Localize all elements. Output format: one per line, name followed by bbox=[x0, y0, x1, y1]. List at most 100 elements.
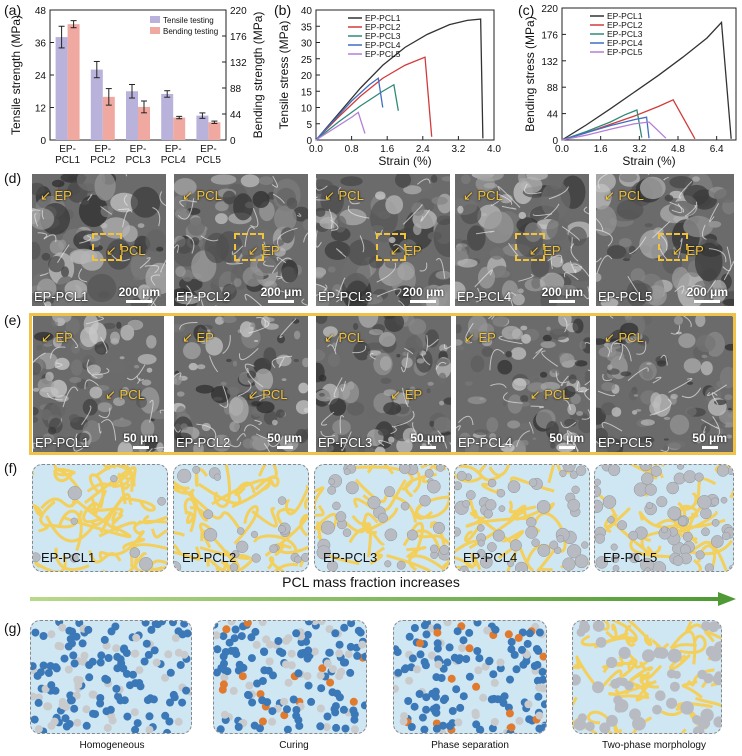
legend-label: Tensile testing bbox=[163, 16, 214, 25]
x-tick-label: EP- bbox=[165, 144, 182, 155]
phase-label: ↙ PCL bbox=[105, 242, 146, 258]
legend-label: EP-PCL2 bbox=[607, 20, 643, 30]
sem-texture bbox=[456, 316, 590, 452]
process-caption: Phase separation bbox=[431, 740, 509, 751]
legend-label: EP-PCL1 bbox=[365, 13, 401, 23]
x-tick-label: EP- bbox=[59, 144, 76, 155]
x-tick-label: 3.2 bbox=[632, 144, 646, 155]
bar-bending bbox=[67, 24, 80, 141]
scale-bar-label: 50 μm bbox=[410, 431, 445, 445]
sem-image: ↙ EP ↙ PCL EP-PCL1 50 μm bbox=[33, 316, 164, 452]
schematic-label: EP-PCL1 bbox=[41, 550, 96, 565]
legend-swatch bbox=[150, 16, 160, 23]
series-line bbox=[561, 20, 732, 141]
y-tick-label: 12 bbox=[35, 104, 47, 115]
legend-label: EP-PCL5 bbox=[607, 47, 643, 57]
scale-bar-label: 50 μm bbox=[123, 431, 158, 445]
y-tick-label: 88 bbox=[547, 83, 559, 94]
x-axis-label: Strain (%) bbox=[378, 154, 431, 168]
schematic-label: EP-PCL2 bbox=[182, 550, 237, 565]
sample-label: EP-PCL2 bbox=[176, 435, 231, 450]
scale-bar: 50 μm bbox=[410, 431, 445, 449]
phase-label: ↙ EP bbox=[528, 242, 561, 258]
phase-label: ↙ EP bbox=[389, 242, 422, 258]
y-tick-label: 24 bbox=[35, 71, 47, 82]
y2-tick-label: 176 bbox=[230, 32, 247, 43]
sample-label: EP-PCL5 bbox=[598, 435, 653, 450]
scale-bar-label: 200 μm bbox=[686, 285, 728, 299]
schematic-panel: EP-PCL5 bbox=[594, 464, 734, 572]
arrow-icon bbox=[30, 592, 736, 606]
y-axis-label: Tensile stress (MPa) bbox=[277, 21, 291, 130]
x-tick-label: 1.6 bbox=[380, 144, 394, 155]
scale-bar: 200 μm bbox=[261, 285, 302, 303]
sem-image: ↙ PCL ↙ EP EP-PCL4 200 μm bbox=[455, 174, 589, 306]
sem-texture bbox=[316, 316, 451, 452]
sem-row-e-frame bbox=[29, 313, 736, 455]
scale-bar: 200 μm bbox=[542, 285, 583, 303]
x-tick-label: PCL2 bbox=[90, 155, 115, 166]
panel-label-a: (a) bbox=[4, 2, 22, 18]
legend-label: EP-PCL4 bbox=[607, 38, 643, 48]
zoom-region-box bbox=[376, 233, 407, 262]
y-tick-label: 132 bbox=[541, 57, 558, 68]
phase-label: ↙ EP bbox=[41, 330, 73, 345]
sample-label: EP-PCL1 bbox=[34, 289, 89, 304]
y-tick-label: 10 bbox=[301, 104, 313, 115]
bar-bending bbox=[138, 106, 150, 140]
process-panel bbox=[30, 620, 192, 734]
sem-texture bbox=[455, 174, 589, 306]
series-line bbox=[315, 83, 399, 141]
phase-label: ↙ PCL bbox=[529, 386, 570, 402]
process-caption: Homogeneous bbox=[79, 740, 145, 751]
bar-bending bbox=[173, 117, 186, 140]
chart-b-tensile-curves: 0.0 0.8 1.6 2.4 3.2 4.0 0 5 10 15 20 25 30 35 40 EP-PCL… bbox=[277, 6, 501, 168]
scale-bar-line bbox=[701, 446, 718, 449]
series-line bbox=[315, 77, 384, 141]
bar-bending bbox=[208, 122, 221, 140]
y-tick-label: 44 bbox=[547, 110, 559, 121]
phase-label: ↙ PCL bbox=[324, 330, 364, 345]
series-line bbox=[315, 56, 433, 141]
sample-label: EP-PCL4 bbox=[457, 289, 512, 304]
y-tick-label: 30 bbox=[301, 39, 313, 50]
y-axis-label: Bending stress (MPa) bbox=[523, 16, 537, 131]
scale-bar-label: 50 μm bbox=[549, 431, 584, 445]
y2-tick-label: 88 bbox=[230, 84, 242, 95]
panel-label-f: (f) bbox=[4, 460, 18, 476]
phase-label: ↙ EP bbox=[182, 330, 214, 345]
plot-frame bbox=[561, 7, 737, 141]
zoom-region-box bbox=[658, 233, 689, 262]
phase-label: ↙ PCL bbox=[182, 188, 222, 203]
bar-tensile bbox=[196, 115, 209, 140]
sem-image: ↙ PCL ↙ EP EP-PCL3 200 μm bbox=[316, 174, 450, 306]
legend-label: EP-PCL2 bbox=[365, 22, 401, 32]
phase-label: ↙ PCL bbox=[247, 386, 288, 402]
scale-bar: 50 μm bbox=[123, 431, 158, 449]
schematic-drawing bbox=[595, 465, 733, 571]
scale-bar-line bbox=[410, 300, 437, 303]
schematic-label: EP-PCL4 bbox=[463, 550, 518, 565]
scale-bar-line bbox=[126, 300, 153, 303]
process-drawing bbox=[31, 621, 191, 733]
bar-tensile bbox=[161, 93, 174, 140]
sem-image: ↙ PCL ↙ EP EP-PCL2 200 μm bbox=[174, 174, 308, 306]
panel-label-e: (e) bbox=[4, 312, 22, 328]
panel-label-c: (c) bbox=[518, 2, 535, 18]
phase-label: ↙ EP bbox=[464, 330, 496, 345]
scale-bar-line bbox=[132, 446, 149, 449]
x-axis-label: Strain (%) bbox=[622, 154, 675, 168]
scale-bar-line bbox=[558, 446, 575, 449]
y-tick-label: 5 bbox=[306, 120, 312, 131]
phase-label: ↙ PCL bbox=[604, 188, 644, 203]
schematic-panel: EP-PCL4 bbox=[454, 464, 590, 572]
phase-label: ↙ EP bbox=[671, 242, 704, 258]
phase-label: ↙ EP bbox=[247, 242, 280, 258]
sample-label: EP-PCL3 bbox=[318, 289, 373, 304]
sem-texture bbox=[596, 316, 733, 452]
panel-label-g: (g) bbox=[4, 620, 22, 636]
process-panel bbox=[213, 620, 367, 734]
y2-tick-label: 44 bbox=[230, 110, 242, 121]
sem-image: ↙ PCL ↙ EP EP-PCL3 50 μm bbox=[316, 316, 451, 452]
sem-texture bbox=[316, 174, 450, 306]
